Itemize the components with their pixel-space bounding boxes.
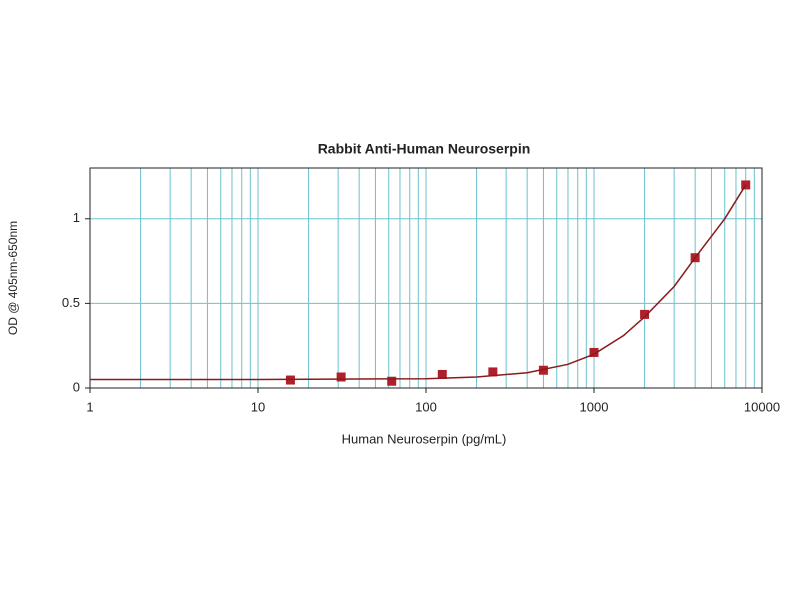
chart-title: Rabbit Anti-Human Neuroserpin (318, 141, 531, 157)
data-point (437, 369, 447, 379)
y-axis-label: OD @ 405nm-650nm (6, 221, 20, 335)
data-point (387, 376, 397, 386)
data-point (640, 309, 650, 319)
data-point (336, 372, 346, 382)
data-point (488, 367, 498, 377)
data-point (589, 347, 599, 357)
fit-curve (90, 184, 747, 381)
x-tick-label: 100 (415, 399, 437, 414)
x-tick-label: 1000 (580, 399, 609, 414)
y-tick-label: 0.5 (62, 295, 80, 310)
x-tick-label: 10000 (744, 399, 780, 414)
y-tick-label: 1 (73, 210, 80, 225)
x-axis-label: Human Neuroserpin (pg/mL) (342, 431, 507, 446)
data-point (538, 365, 548, 375)
x-tick-label: 1 (86, 399, 93, 414)
y-tick-label: 0 (73, 379, 80, 394)
x-tick-label: 10 (251, 399, 265, 414)
